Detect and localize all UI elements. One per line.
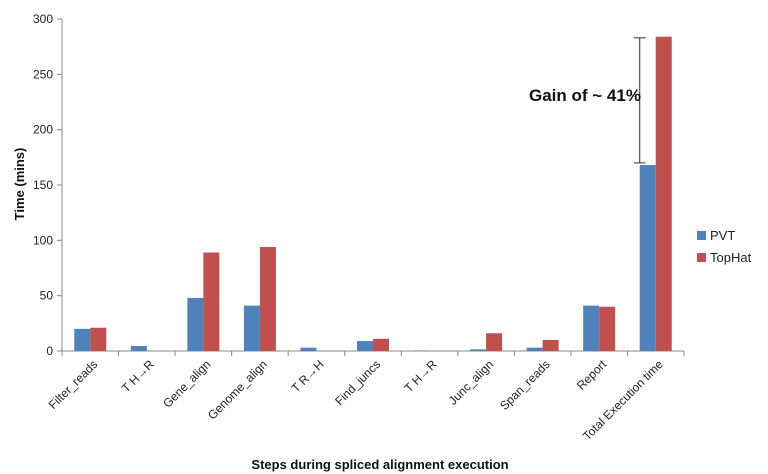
bar-tophat-8: [542, 339, 559, 351]
x-tick-label: Find_juncs: [332, 357, 383, 408]
legend-label-pvt: PVT: [710, 228, 735, 243]
x-tick-label: Junc_align: [446, 357, 496, 407]
legend-swatch-tophat: [697, 253, 706, 262]
x-tick-label: Filter_reads: [46, 357, 101, 412]
x-tick-label: Report: [574, 357, 610, 393]
bar-tophat-0: [90, 327, 107, 351]
bar-pvt-9: [583, 305, 600, 351]
legend-swatch-pvt: [697, 231, 706, 240]
x-tick-label: Genome_align: [205, 357, 270, 422]
x-tick-label: Gene_align: [160, 357, 213, 410]
annotation-label: Gain of ~ 41%: [529, 86, 641, 105]
y-tick-label: 50: [40, 289, 54, 303]
y-axis-title: Time (mins): [12, 148, 27, 221]
x-tick-label: T H→R: [119, 357, 157, 395]
y-tick-label: 100: [33, 233, 53, 247]
bar-pvt-3: [243, 305, 260, 351]
bar-pvt-7: [470, 349, 487, 351]
legend-label-tophat: TopHat: [710, 250, 752, 265]
x-tick-label: Span_reads: [497, 357, 553, 413]
bar-pvt-0: [74, 328, 91, 351]
bar-pvt-8: [526, 347, 543, 351]
y-tick-label: 300: [33, 12, 53, 26]
annotation: Gain of ~ 41%: [529, 37, 646, 164]
y-tick-label: 250: [33, 67, 53, 81]
bar-tophat-3: [259, 246, 276, 351]
bar-tophat-7: [486, 333, 503, 351]
bar-tophat-10: [655, 36, 672, 351]
bar-tophat-5: [373, 338, 389, 351]
bar-pvt-1: [130, 346, 147, 351]
y-tick-label: 150: [33, 178, 53, 192]
bar-pvt-4: [300, 347, 317, 351]
bar-pvt-6: [413, 350, 430, 351]
bar-pvt-10: [639, 165, 656, 351]
bar-pvt-5: [357, 341, 373, 351]
x-tick-label: T H→R: [402, 357, 440, 395]
bar-tophat-9: [599, 306, 616, 351]
x-tick-label: T R→H: [289, 357, 327, 395]
y-tick-label: 0: [46, 344, 53, 358]
x-axis-title: Steps during spliced alignment execution: [251, 457, 508, 472]
bar-tophat-2: [203, 252, 220, 351]
y-tick-label: 200: [33, 123, 53, 137]
bar-pvt-2: [187, 297, 204, 351]
y-axis: 0 50 100 150 200 250 300: [33, 12, 63, 358]
legend: PVT TopHat: [697, 228, 752, 265]
bars: [74, 36, 672, 351]
